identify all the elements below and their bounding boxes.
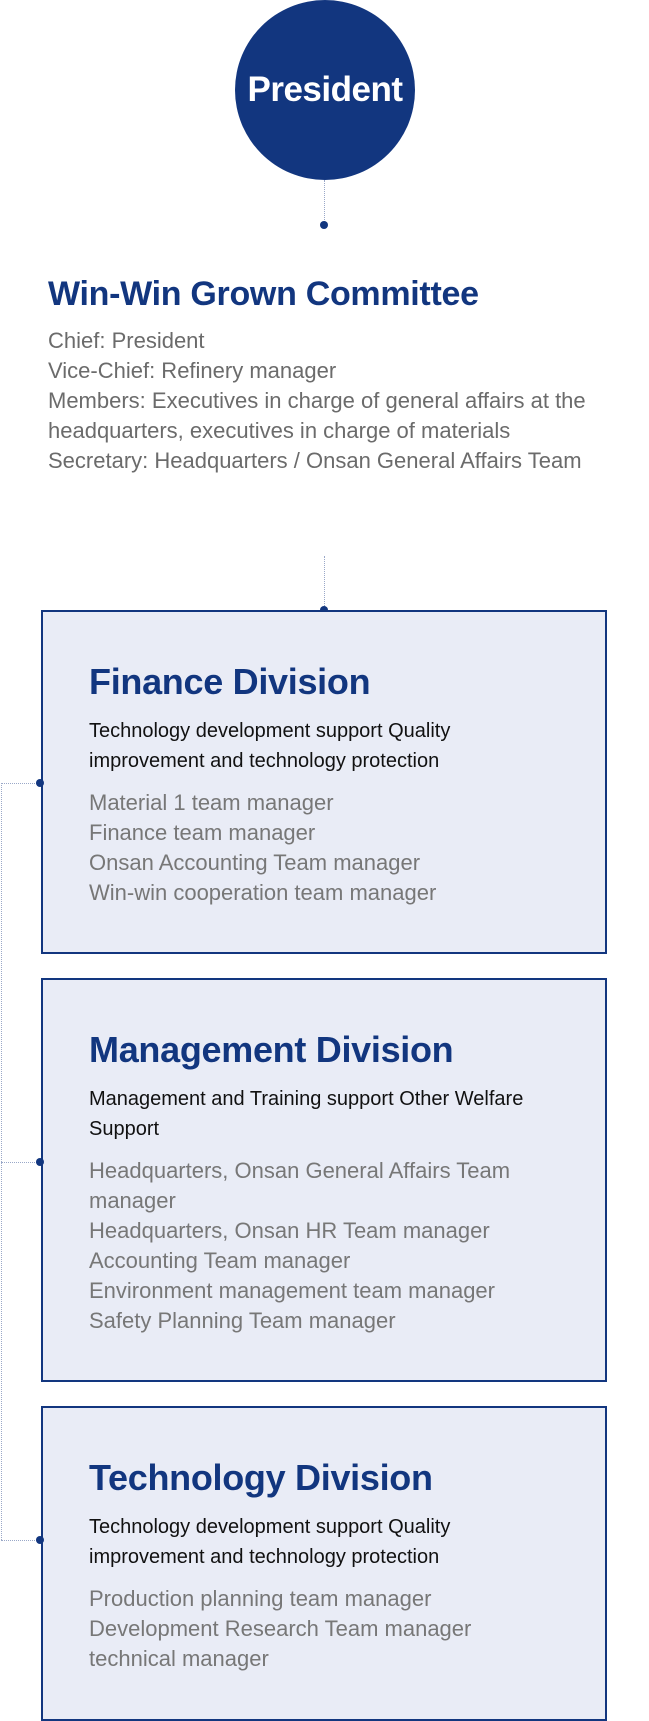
member-item: Accounting Team manager: [89, 1248, 351, 1273]
finance-branch-dot: [36, 779, 44, 787]
management-branch-dot: [36, 1158, 44, 1166]
committee-block: Win-Win Grown Committee Chief: President…: [48, 272, 608, 476]
member-item: Win-win cooperation team manager: [89, 880, 437, 905]
member-item: Headquarters, Onsan HR Team manager: [89, 1218, 490, 1243]
committee-details: Chief: President Vice-Chief: Refinery ma…: [48, 326, 608, 476]
president-label: President: [247, 70, 404, 109]
technology-division-title: Technology Division: [89, 1457, 433, 1498]
committee-title: Win-Win Grown Committee: [48, 275, 479, 313]
technology-branch-line: [1, 1540, 39, 1541]
management-branch-line: [1, 1162, 39, 1163]
finance-division-description: Technology development support Quality i…: [89, 720, 451, 772]
finance-division-box: Finance Division Technology development …: [41, 610, 607, 954]
member-item: Development Research Team manager: [89, 1616, 472, 1641]
member-item: Environment management team manager: [89, 1278, 495, 1303]
technology-division-description: Technology development support Quality i…: [89, 1516, 451, 1568]
member-item: technical manager: [89, 1646, 269, 1671]
member-item: Headquarters, Onsan General Affairs Team…: [89, 1158, 511, 1213]
member-item: Production planning team manager: [89, 1586, 432, 1611]
management-division-box: Management Division Management and Train…: [41, 978, 607, 1382]
president-node: President: [235, 0, 415, 180]
committee-members: Members: Executives in charge of general…: [48, 388, 586, 443]
finance-division-members: Material 1 team manager Finance team man…: [89, 788, 569, 908]
committee-secretary: Secretary: Headquarters / Onsan General …: [48, 448, 582, 473]
technology-division-box: Technology Division Technology developme…: [41, 1406, 607, 1721]
member-item: Material 1 team manager: [89, 790, 334, 815]
member-item: Onsan Accounting Team manager: [89, 850, 421, 875]
president-connector-dot: [320, 221, 328, 229]
management-division-members: Headquarters, Onsan General Affairs Team…: [89, 1156, 569, 1336]
management-division-title: Management Division: [89, 1029, 454, 1070]
division-trunk-line: [1, 783, 2, 1540]
technology-branch-dot: [36, 1536, 44, 1544]
committee-connector-line: [324, 556, 325, 610]
finance-division-title: Finance Division: [89, 661, 371, 702]
management-division-description: Management and Training support Other We…: [89, 1088, 524, 1140]
finance-branch-line: [1, 783, 39, 784]
committee-vice-chief: Vice-Chief: Refinery manager: [48, 358, 337, 383]
committee-chief: Chief: President: [48, 328, 205, 353]
technology-division-members: Production planning team manager Develop…: [89, 1584, 569, 1674]
member-item: Safety Planning Team manager: [89, 1308, 396, 1333]
member-item: Finance team manager: [89, 820, 316, 845]
president-connector-line: [324, 180, 325, 224]
